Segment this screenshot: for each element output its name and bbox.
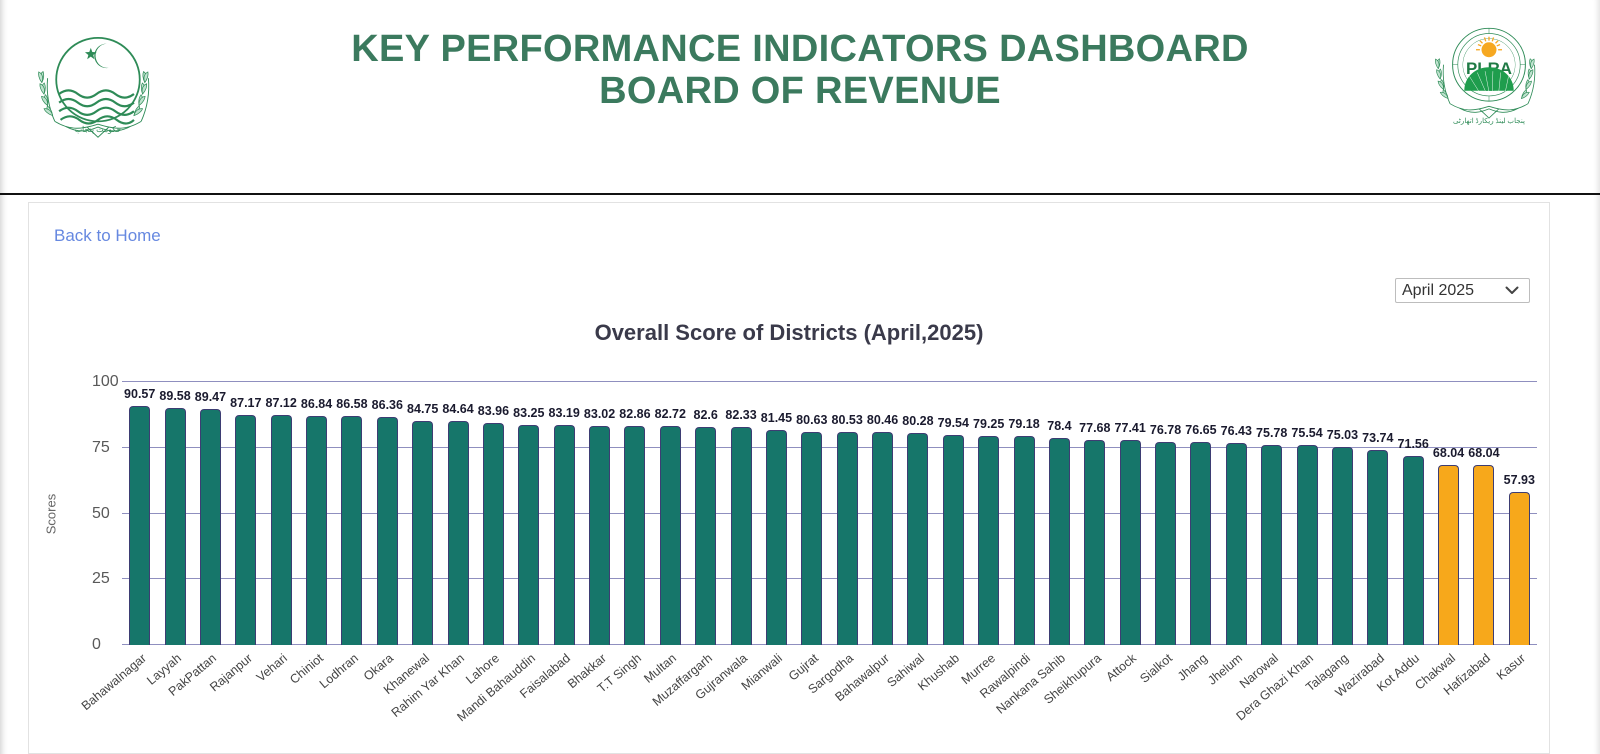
svg-text:حکومت پنجاب: حکومت پنجاب: [75, 125, 122, 134]
